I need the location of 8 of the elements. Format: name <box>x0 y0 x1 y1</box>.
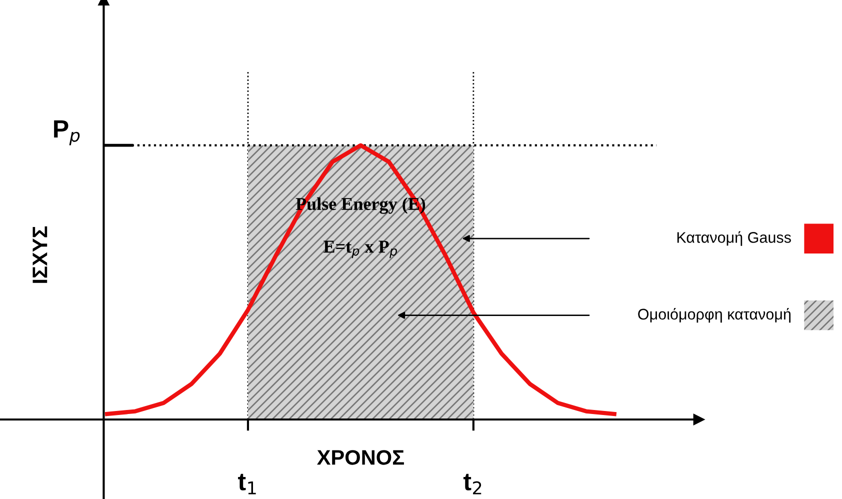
ref-line-label: P$_{p}$ <box>54 120 80 146</box>
annotation: E=t$_{p}$ x P$_{p}$ <box>324 240 397 258</box>
y-axis-title: ΙΣΧΥΣ <box>32 226 48 283</box>
legend-label: Ομοιόμορφη κατανομή <box>638 308 790 323</box>
x-tick-label: t$_{2}$ <box>463 474 482 494</box>
x-axis-title: ΧΡΟΝΟΣ <box>317 450 404 465</box>
x-tick-label: t$_{1}$ <box>238 474 256 494</box>
legend-label: Κατανομή Gauss <box>677 231 791 246</box>
